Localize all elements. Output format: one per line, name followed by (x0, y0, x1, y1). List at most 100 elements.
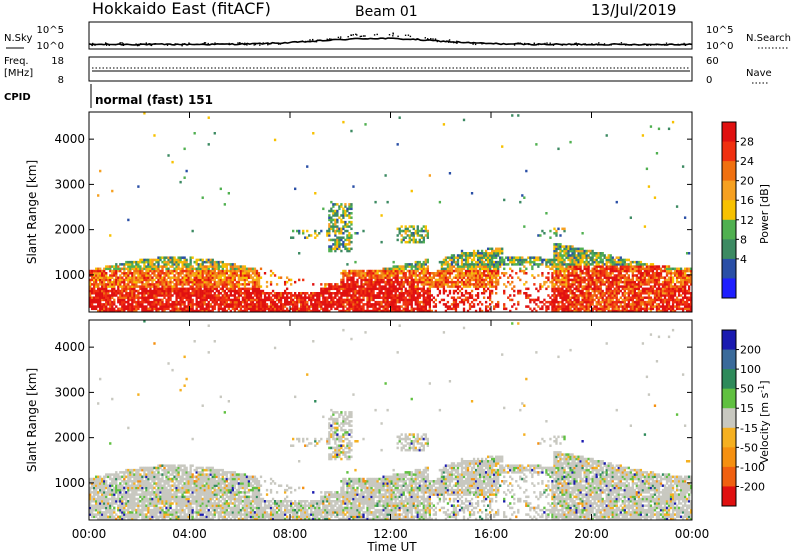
power-cell (569, 247, 572, 251)
power-cell (199, 300, 202, 304)
power-cell (583, 292, 586, 295)
power-cell (416, 227, 419, 231)
power-cell (129, 309, 132, 313)
power-cell (197, 289, 200, 293)
power-cell (609, 272, 612, 275)
power-cell (336, 218, 339, 222)
power-cell (300, 296, 303, 299)
power-cell (99, 292, 102, 295)
power-cell (497, 247, 500, 251)
power-cell (332, 303, 335, 306)
power-cell (593, 298, 596, 302)
power-cell (478, 278, 482, 282)
power-cell (571, 296, 574, 299)
power-cell (253, 283, 257, 286)
power-cell (400, 280, 403, 284)
nsky-point (267, 42, 269, 44)
power-cell (173, 287, 176, 291)
power-cell (541, 307, 544, 311)
power-cell (464, 258, 468, 262)
power-cell (336, 287, 339, 291)
power-cell (153, 263, 156, 266)
power-cell (623, 269, 626, 273)
power-cell (285, 276, 289, 279)
power-cell (412, 238, 415, 242)
power-cell (203, 283, 206, 286)
power-cell (422, 236, 425, 239)
power-cell (563, 249, 566, 253)
power-cell (221, 269, 224, 273)
power-cell (400, 289, 403, 293)
power-cell (480, 283, 484, 286)
power-cell (249, 292, 253, 295)
power-cell (422, 283, 425, 286)
power-cell (205, 289, 208, 293)
power-cell (476, 278, 480, 282)
power-cell (482, 269, 486, 273)
power-cell (515, 307, 518, 311)
power-cell (567, 278, 570, 282)
power-cell (229, 263, 233, 266)
power-cell (273, 309, 277, 313)
power-cell (370, 285, 373, 288)
power-cell (105, 289, 108, 293)
power-cell (615, 309, 618, 313)
power-cell (225, 292, 228, 295)
power-cell (187, 289, 190, 293)
power-cell (579, 278, 582, 282)
power-cell (119, 303, 122, 306)
power-cell (177, 300, 180, 304)
power-cell (416, 287, 419, 291)
power-cell (149, 278, 152, 282)
power-cell (237, 298, 241, 302)
power-cell (237, 305, 241, 308)
power-cell (466, 276, 470, 279)
power-cell (428, 309, 431, 313)
power-cell (340, 283, 343, 286)
power-cell (609, 254, 612, 257)
power-cell (464, 256, 468, 259)
power-cell (141, 272, 144, 275)
power-cell (484, 283, 488, 286)
power-cell (346, 214, 349, 217)
power-cell (426, 280, 429, 284)
power-cell (615, 307, 618, 311)
power-cell (517, 289, 520, 293)
power-cell (571, 249, 574, 253)
power-cell (440, 283, 444, 286)
power-cell (350, 236, 353, 239)
power-cell (583, 307, 586, 311)
power-cell (326, 229, 329, 233)
power-cell (294, 309, 297, 313)
power-cell (370, 298, 373, 302)
power-cell (563, 285, 566, 288)
power-cell (241, 296, 245, 299)
power-cell (470, 300, 474, 304)
power-cell (336, 307, 339, 311)
power-cell (350, 296, 353, 299)
power-cell (157, 274, 160, 277)
power-cell (470, 260, 474, 264)
power-cell (175, 298, 178, 302)
power-cell (233, 283, 237, 286)
power-cell (320, 292, 323, 295)
power-cell (418, 238, 421, 242)
power-cell (171, 265, 174, 268)
power-cell (557, 263, 560, 266)
power-cell (370, 287, 373, 291)
power-cell (384, 305, 387, 308)
power-cell (567, 285, 570, 288)
power-cell (127, 283, 130, 286)
power-cell (187, 287, 190, 291)
power-cell (227, 305, 230, 308)
power-cell (402, 285, 405, 288)
power-cell (121, 263, 124, 266)
power-cell (155, 309, 158, 313)
power-cell (115, 263, 118, 266)
power-cell (117, 287, 120, 291)
nave-tick-high: 60 (706, 56, 719, 67)
power-cell (346, 209, 349, 213)
power-cell (147, 289, 150, 293)
power-cell (589, 280, 592, 284)
power-cell (569, 249, 572, 253)
